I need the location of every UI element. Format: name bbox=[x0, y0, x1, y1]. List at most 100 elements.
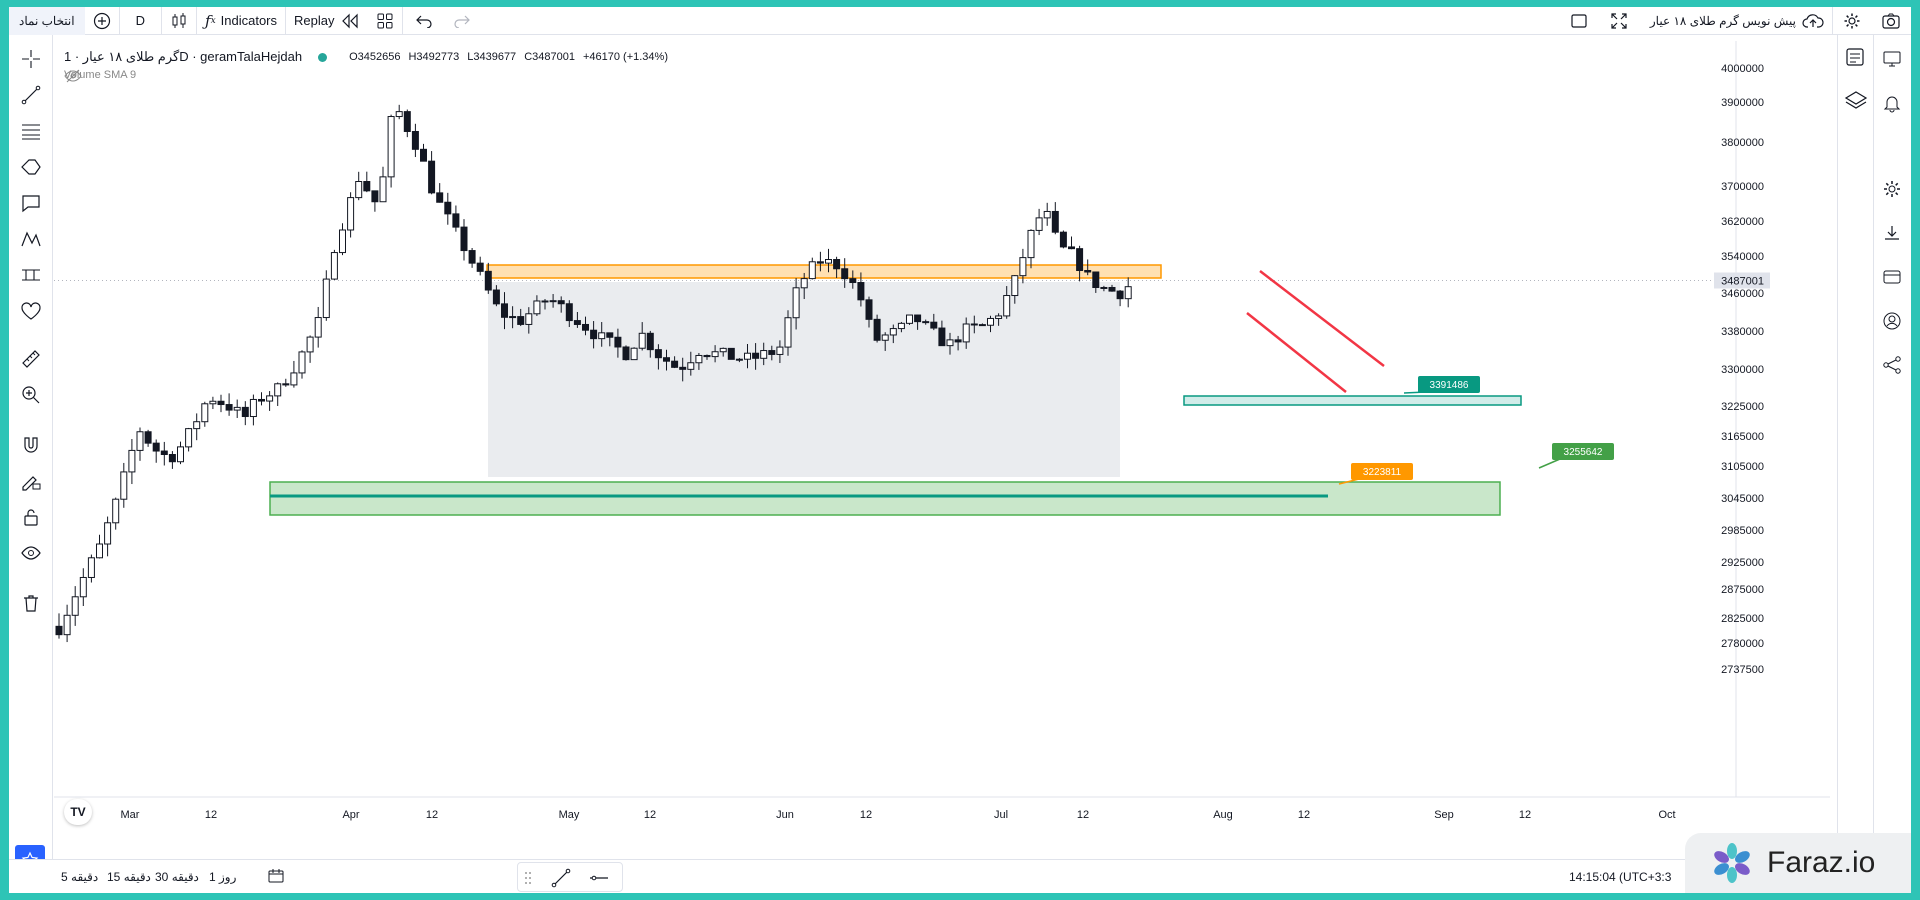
trend-line-tool[interactable] bbox=[9, 81, 53, 109]
trend-line-icon[interactable] bbox=[550, 867, 572, 889]
candle-body bbox=[209, 400, 217, 405]
layout-name-button[interactable]: پیش نویس گرم طلای ۱۸ عیار bbox=[1642, 7, 1832, 35]
trend-line-icon bbox=[21, 85, 41, 105]
candles-icon bbox=[170, 12, 188, 30]
candle-body bbox=[249, 398, 257, 418]
candle-body bbox=[525, 313, 533, 325]
profile-button[interactable] bbox=[1874, 305, 1910, 337]
download-button[interactable] bbox=[1874, 217, 1910, 249]
price-tick-label: 3700000 bbox=[1721, 181, 1764, 193]
drag-handle-icon[interactable] bbox=[524, 871, 532, 885]
candle-body bbox=[719, 347, 727, 353]
candle-body bbox=[120, 471, 128, 500]
candle-body bbox=[1059, 231, 1067, 248]
price-chart[interactable]: 4000000 3900000 3800000 3700000 3620000 35400… bbox=[54, 41, 1830, 831]
replay-label: Replay bbox=[294, 13, 335, 28]
candle-body bbox=[598, 332, 606, 340]
fullscreen-button[interactable] bbox=[1596, 7, 1642, 35]
candle-body bbox=[144, 431, 152, 444]
drawing-mode-tool[interactable] bbox=[9, 467, 53, 495]
gear-icon bbox=[1843, 12, 1861, 30]
chart-settings-button[interactable] bbox=[1874, 173, 1910, 205]
share-button[interactable] bbox=[1874, 349, 1910, 381]
volume-legend: Volume SMA 9 bbox=[64, 69, 144, 83]
candle-body bbox=[395, 111, 403, 118]
prediction-tool[interactable] bbox=[9, 261, 53, 289]
candle-body bbox=[630, 347, 638, 361]
timeframe-30m[interactable]: 30 دقیقه bbox=[155, 870, 199, 884]
support-zone bbox=[269, 481, 1501, 516]
magnet-icon bbox=[21, 435, 41, 455]
chart-type-button[interactable] bbox=[162, 7, 197, 35]
annotation-tool[interactable] bbox=[9, 189, 53, 217]
fib-lines-icon bbox=[20, 121, 42, 141]
price-tick-label: 3380000 bbox=[1721, 326, 1764, 338]
shapes-tool[interactable] bbox=[9, 153, 53, 181]
timeframe-15m[interactable]: 15 دقیقه bbox=[107, 870, 151, 884]
candle-body bbox=[306, 336, 314, 353]
candle-body bbox=[152, 442, 160, 452]
patterns-tool[interactable] bbox=[9, 225, 53, 253]
candle-body bbox=[889, 328, 897, 336]
timeframe-1d[interactable]: 1 روز bbox=[209, 870, 237, 884]
zoom-in-icon bbox=[21, 385, 41, 405]
watchlist-button[interactable] bbox=[1838, 41, 1874, 73]
time-tick-label: Apr bbox=[342, 809, 359, 821]
measure-tool[interactable] bbox=[9, 345, 53, 373]
favorites-tool[interactable] bbox=[9, 297, 53, 325]
zoom-tool[interactable] bbox=[9, 381, 53, 409]
price-tick-label: 3540000 bbox=[1721, 251, 1764, 263]
redo-button[interactable] bbox=[445, 7, 479, 35]
timeframe-5m[interactable]: 5 دقیقه bbox=[61, 870, 99, 884]
goto-date-button[interactable] bbox=[267, 868, 285, 887]
symbol-title[interactable]: گرم طلای ۱۸ عیار · 1D · geramTalaHejdah bbox=[64, 49, 303, 64]
settings-button[interactable] bbox=[1832, 7, 1871, 35]
volume-label[interactable]: Volume SMA 9 bbox=[64, 69, 137, 81]
candle-body bbox=[1035, 217, 1043, 231]
candle-body bbox=[282, 383, 290, 386]
candle-body bbox=[1003, 295, 1011, 317]
candle-body bbox=[339, 229, 346, 254]
candle-body bbox=[922, 321, 930, 324]
interval-button[interactable]: D bbox=[120, 7, 162, 35]
candle-body bbox=[71, 596, 79, 616]
fib-tool[interactable] bbox=[9, 117, 53, 145]
symbol-search-button[interactable]: انتخاب نماد bbox=[9, 7, 85, 35]
replay-button[interactable]: Replay bbox=[286, 7, 368, 35]
magnet-tool[interactable] bbox=[9, 431, 53, 459]
price-tick-label: 3800000 bbox=[1721, 137, 1764, 149]
alerts-button[interactable] bbox=[1874, 87, 1910, 119]
candle-body bbox=[703, 354, 711, 358]
screenshot-button[interactable] bbox=[1871, 7, 1911, 35]
remove-drawings-tool[interactable] bbox=[9, 589, 53, 617]
trash-icon bbox=[21, 593, 41, 613]
horizontal-line-icon[interactable] bbox=[588, 867, 610, 889]
object-tree-button[interactable] bbox=[1838, 85, 1874, 117]
lock-drawings-tool[interactable] bbox=[9, 503, 53, 531]
time-tick-label: Mar bbox=[121, 809, 140, 821]
fullscreen-box-button[interactable] bbox=[1562, 7, 1596, 35]
candle-body bbox=[420, 148, 427, 162]
top-right-tools: پیش نویس گرم طلای ۱۸ عیار bbox=[1562, 7, 1911, 35]
candle-body bbox=[654, 349, 662, 359]
faraz-logo-icon bbox=[1711, 842, 1753, 884]
candle-body bbox=[849, 278, 857, 284]
tradingview-logo-icon[interactable]: TV bbox=[64, 799, 92, 825]
time-tick-label: Sep bbox=[1434, 809, 1454, 821]
range-box bbox=[488, 282, 1120, 477]
clock-timezone[interactable]: 14:15:04 (UTC+3:3 bbox=[1569, 870, 1672, 884]
candle-body bbox=[614, 336, 622, 348]
crosshair-tool[interactable] bbox=[9, 45, 53, 73]
wallet-button[interactable] bbox=[1874, 261, 1910, 293]
layouts-button[interactable] bbox=[368, 7, 404, 35]
hide-drawings-tool[interactable] bbox=[9, 539, 53, 567]
undo-button[interactable] bbox=[403, 7, 445, 35]
compare-button[interactable] bbox=[85, 7, 120, 35]
chat-button[interactable] bbox=[1874, 43, 1910, 75]
share-icon bbox=[1882, 355, 1902, 375]
candle-body bbox=[168, 454, 176, 463]
quick-draw-pill bbox=[517, 862, 623, 892]
chart-pane[interactable]: 4000000 3900000 3800000 3700000 3620000 35400… bbox=[54, 41, 1830, 831]
chart-background bbox=[54, 41, 1830, 831]
